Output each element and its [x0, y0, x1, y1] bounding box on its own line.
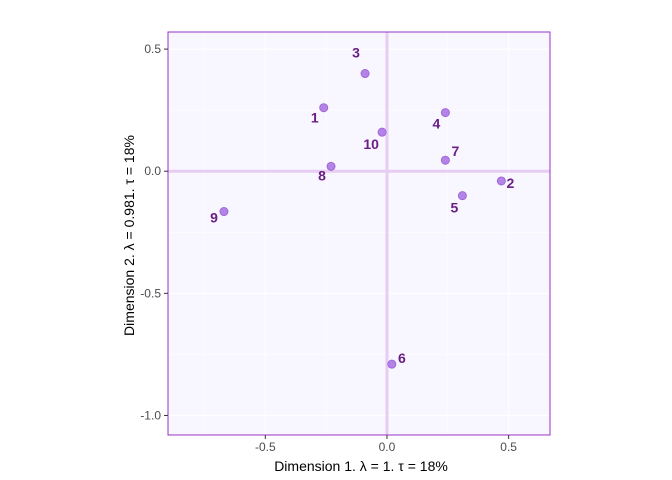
data-point-10 — [377, 127, 387, 137]
data-point-9 — [219, 207, 229, 217]
point-label-7: 7 — [451, 143, 459, 159]
data-point-8 — [326, 161, 336, 171]
point-label-6: 6 — [398, 350, 406, 366]
point-label-1: 1 — [311, 110, 319, 126]
x-tick-label: 0.0 — [379, 440, 396, 454]
data-point-4 — [440, 108, 450, 118]
data-point-5 — [457, 191, 467, 201]
point-label-2: 2 — [506, 175, 514, 191]
y-tick-label: 0.0 — [144, 164, 161, 178]
y-tick-label: -0.5 — [140, 286, 161, 300]
point-label-9: 9 — [210, 210, 218, 226]
x-axis: -0.5 0.0 0.5 — [255, 435, 517, 454]
x-axis-title: Dimension 1. λ = 1. τ = 18% — [274, 458, 448, 474]
y-axis: 0.5 0.0 -0.5 -1.0 — [140, 42, 168, 422]
point-label-4: 4 — [432, 116, 440, 132]
y-tick-label: -1.0 — [140, 408, 161, 422]
data-points — [219, 69, 506, 369]
plot-panel — [168, 32, 550, 435]
x-tick-label: -0.5 — [255, 440, 276, 454]
x-tick-label: 0.5 — [500, 440, 517, 454]
point-labels: 1 2 3 4 5 6 7 8 9 10 — [210, 45, 514, 367]
data-point-3 — [360, 69, 370, 79]
data-point-1 — [319, 103, 329, 113]
point-label-5: 5 — [451, 200, 459, 216]
point-label-3: 3 — [352, 45, 360, 61]
data-point-6 — [387, 359, 397, 369]
y-tick-label: 0.5 — [144, 42, 161, 56]
plot-border — [167, 31, 551, 436]
point-label-10: 10 — [363, 136, 379, 152]
point-label-8: 8 — [318, 167, 326, 183]
data-point-2 — [496, 176, 506, 186]
data-point-7 — [440, 155, 450, 165]
y-axis-title: Dimension 2. λ = 0.981. τ = 18% — [121, 135, 137, 336]
reference-lines — [168, 32, 550, 435]
